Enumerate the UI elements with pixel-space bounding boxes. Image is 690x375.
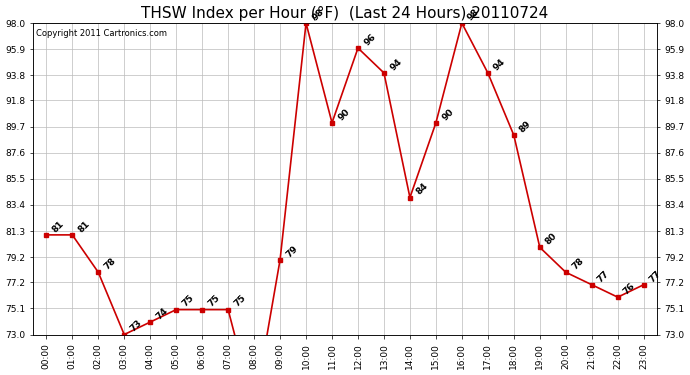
Text: 96: 96	[362, 32, 377, 47]
Text: 90: 90	[336, 107, 351, 122]
Text: 77: 77	[596, 268, 611, 284]
Text: 79: 79	[284, 244, 299, 259]
Text: 78: 78	[102, 256, 118, 272]
Text: 75: 75	[180, 294, 196, 309]
Text: 98: 98	[310, 7, 326, 22]
Text: 77: 77	[648, 268, 663, 284]
Text: 98: 98	[466, 7, 482, 22]
Text: 94: 94	[388, 57, 404, 72]
Text: 75: 75	[233, 294, 248, 309]
Text: 67: 67	[0, 374, 1, 375]
Text: Copyright 2011 Cartronics.com: Copyright 2011 Cartronics.com	[37, 29, 168, 38]
Text: 94: 94	[492, 57, 507, 72]
Title: THSW Index per Hour (°F)  (Last 24 Hours) 20110724: THSW Index per Hour (°F) (Last 24 Hours)…	[141, 6, 549, 21]
Text: 81: 81	[77, 219, 92, 234]
Text: 89: 89	[518, 119, 533, 135]
Text: 73: 73	[128, 318, 144, 334]
Text: 78: 78	[570, 256, 585, 272]
Text: 80: 80	[544, 231, 559, 247]
Text: 75: 75	[206, 294, 221, 309]
Text: 84: 84	[414, 182, 429, 197]
Text: 81: 81	[50, 219, 66, 234]
Text: 90: 90	[440, 107, 455, 122]
Text: 76: 76	[622, 281, 637, 296]
Text: 74: 74	[155, 306, 170, 321]
